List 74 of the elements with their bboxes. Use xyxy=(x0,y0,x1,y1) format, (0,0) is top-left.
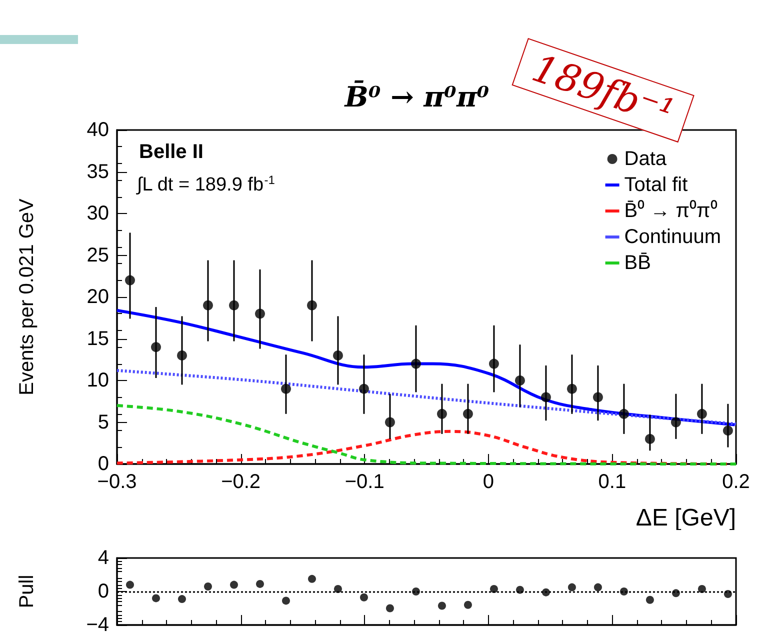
point xyxy=(308,574,316,583)
legend-label: Total fit xyxy=(624,174,688,196)
point xyxy=(125,275,135,286)
point xyxy=(280,384,291,394)
point xyxy=(670,417,681,428)
point xyxy=(178,595,186,604)
x-tick-label: 0 xyxy=(482,471,494,493)
point xyxy=(255,308,265,319)
point xyxy=(203,300,213,310)
point xyxy=(490,584,498,593)
point xyxy=(384,417,395,428)
point xyxy=(462,408,473,419)
y-tick-label: 40 xyxy=(86,119,109,141)
point xyxy=(644,434,655,444)
y-tick-label: 20 xyxy=(86,286,109,308)
point xyxy=(230,580,238,589)
point xyxy=(177,350,187,360)
y-axis-title: Events per 0.021 GeV xyxy=(16,198,38,396)
point xyxy=(282,596,290,605)
point xyxy=(151,342,161,352)
point xyxy=(566,384,577,394)
point xyxy=(514,376,525,386)
y-tick-label: 4 xyxy=(98,547,109,569)
y-tick-label: 0 xyxy=(98,580,109,602)
point xyxy=(698,584,706,593)
legend-label: Continuum xyxy=(624,226,721,248)
y-tick-label: 5 xyxy=(98,411,109,434)
point xyxy=(516,586,524,594)
point xyxy=(646,596,654,604)
point xyxy=(594,583,602,592)
point xyxy=(306,300,317,310)
x-tick-label: −0.1 xyxy=(344,471,384,493)
point xyxy=(360,593,368,602)
y-tick-label: 10 xyxy=(86,370,109,392)
point xyxy=(724,590,732,598)
y-tick-label: −4 xyxy=(86,614,109,635)
legend-label: Data xyxy=(624,148,668,170)
point xyxy=(696,408,707,419)
y-axis-title: Pull xyxy=(16,574,38,608)
y-tick-label: 15 xyxy=(86,328,109,350)
point xyxy=(672,589,680,598)
x-tick-label: 0.2 xyxy=(722,471,750,493)
point xyxy=(722,426,733,436)
point xyxy=(568,583,576,592)
point xyxy=(204,582,212,590)
point xyxy=(620,588,628,596)
line-series xyxy=(116,368,738,426)
point xyxy=(358,384,369,394)
x-tick-label: −0.2 xyxy=(221,471,261,493)
point xyxy=(256,580,264,588)
point xyxy=(464,600,472,609)
point xyxy=(334,584,342,593)
point xyxy=(410,358,421,369)
point xyxy=(542,588,550,596)
legend-label: B̄⁰ → π⁰π⁰ xyxy=(624,199,718,222)
chart-title: B̄⁰ → π⁰π⁰ xyxy=(344,79,490,114)
point xyxy=(332,350,343,360)
legend-label: BB̄ xyxy=(624,252,651,274)
point xyxy=(152,594,160,602)
x-tick-label: 0.1 xyxy=(598,471,626,493)
point xyxy=(438,602,446,610)
point xyxy=(540,392,551,402)
annotation: Belle II xyxy=(139,141,204,163)
point xyxy=(126,580,134,589)
y-tick-label: 35 xyxy=(86,160,109,183)
point xyxy=(386,604,394,612)
y-tick-label: 30 xyxy=(86,202,109,224)
point xyxy=(488,358,499,369)
point xyxy=(229,300,239,310)
point xyxy=(592,392,603,402)
point xyxy=(436,408,447,419)
y-tick-label: 25 xyxy=(86,244,109,266)
point xyxy=(412,588,420,596)
point xyxy=(618,408,629,419)
